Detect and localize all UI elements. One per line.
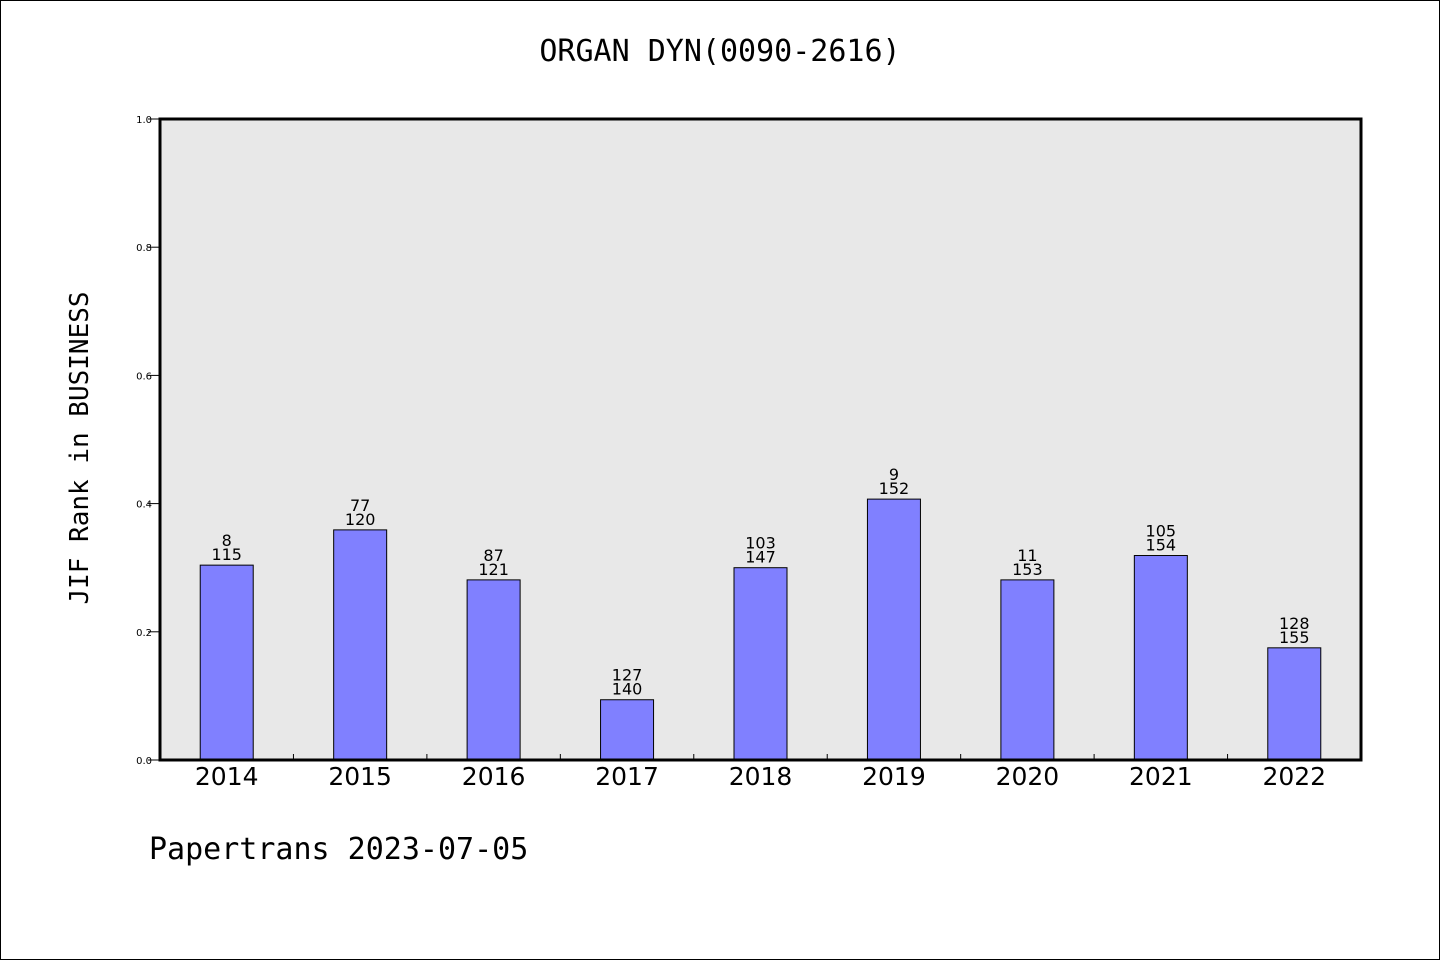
plot-border (158, 117, 1363, 762)
bar-label-total-2016: 121 (478, 560, 509, 579)
x-tick-label-2015: 2015 (328, 762, 392, 791)
bar-2019 (866, 498, 921, 761)
bar-label-total-2020: 153 (1012, 560, 1043, 579)
bar-label-total-2017: 140 (612, 680, 643, 699)
bar-label-total-2022: 155 (1279, 628, 1310, 647)
bar-label-rank-2020: 11 (1017, 546, 1037, 565)
bar-label-total-2014: 115 (211, 545, 242, 564)
x-tick-label-2014: 2014 (195, 762, 259, 791)
bar-label-total-2015: 120 (345, 510, 376, 529)
bar-label-total-2021: 154 (1146, 536, 1177, 555)
bar-2014 (199, 564, 254, 761)
x-tick-label-2016: 2016 (462, 762, 526, 791)
bar-label-rank-2018: 103 (745, 534, 776, 553)
bar-2020 (1000, 579, 1055, 761)
x-tick-label-2022: 2022 (1262, 762, 1326, 791)
bar-2021 (1133, 555, 1188, 761)
x-tick-label-2018: 2018 (729, 762, 793, 791)
bar-label-rank-2022: 128 (1279, 614, 1310, 633)
y-tick-label: 0.4 (136, 500, 152, 511)
bar-label-rank-2021: 105 (1146, 522, 1177, 541)
chart-title: ORGAN DYN(0090-2616) (539, 34, 901, 69)
footer-text: Papertrans 2023-07-05 (149, 832, 529, 867)
x-tick-label-2019: 2019 (862, 762, 926, 791)
x-tick-label-2021: 2021 (1129, 762, 1193, 791)
bar-label-rank-2016: 87 (483, 546, 503, 565)
x-tick-label-2017: 2017 (595, 762, 659, 791)
bar-label-total-2018: 147 (745, 548, 776, 567)
bar-2017 (600, 699, 655, 761)
y-tick-label: 0.0 (136, 756, 152, 767)
y-tick-label: 0.2 (136, 628, 152, 639)
bar-label-rank-2019: 9 (889, 465, 899, 484)
bar-2018 (733, 567, 788, 761)
x-tick-label-2020: 2020 (996, 762, 1060, 791)
y-tick-label: 1.0 (136, 115, 152, 126)
bar-label-total-2019: 152 (879, 479, 910, 498)
bar-label-rank-2017: 127 (612, 666, 643, 685)
bar-2022 (1267, 647, 1322, 761)
bar-2016 (466, 579, 521, 761)
bar-label-rank-2015: 77 (350, 496, 370, 515)
y-tick-label: 0.8 (136, 243, 152, 254)
bar-label-rank-2014: 8 (222, 531, 232, 550)
y-tick-label: 0.6 (136, 371, 152, 382)
bar-2015 (333, 529, 388, 761)
